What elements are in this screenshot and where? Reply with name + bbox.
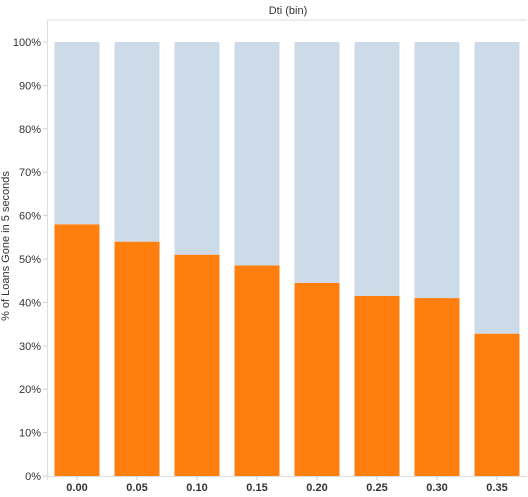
y-tick-label: 20% xyxy=(19,384,41,396)
x-tick-label: 0.30 xyxy=(426,482,447,494)
bar-segment-primary xyxy=(414,298,460,476)
y-tick-label: 100% xyxy=(13,37,41,49)
bar-segment-primary xyxy=(294,282,340,476)
x-tick-label: 0.00 xyxy=(66,482,87,494)
bar-segment-remainder xyxy=(354,42,400,296)
bar-segment-primary xyxy=(174,254,220,476)
bar-segment-remainder xyxy=(114,42,160,242)
x-tick-label: 0.35 xyxy=(486,482,507,494)
y-tick-label: 90% xyxy=(19,80,41,92)
x-axis-ticks: 0.00 0.05 0.10 0.15 0.20 0.25 0.30 0.35 xyxy=(66,476,508,494)
y-tick-label: 30% xyxy=(19,341,41,353)
y-tick-label: 10% xyxy=(19,428,41,440)
bar-segment-primary xyxy=(474,333,520,476)
y-tick-label: 0% xyxy=(25,471,41,483)
x-tick-label: 0.05 xyxy=(126,482,147,494)
x-tick-label: 0.15 xyxy=(246,482,267,494)
bar-segment-primary xyxy=(114,241,160,476)
bar-segment-primary xyxy=(54,224,100,476)
bar-segment-remainder xyxy=(54,42,100,225)
bar-segment-primary xyxy=(234,265,280,476)
bar-segment-remainder xyxy=(474,42,520,334)
bar-segment-remainder xyxy=(414,42,460,299)
bar-segment-primary xyxy=(354,295,400,476)
bar-segment-remainder xyxy=(174,42,220,255)
y-axis-ticks: 0% 10% 20% 30% 40% 50% 60% 70% 80% 90% 100% xyxy=(13,37,47,483)
y-tick-label: 80% xyxy=(19,124,41,136)
y-tick-label: 70% xyxy=(19,167,41,179)
x-tick-label: 0.25 xyxy=(366,482,387,494)
y-tick-label: 40% xyxy=(19,297,41,309)
chart-frame xyxy=(47,19,527,480)
y-tick-label: 50% xyxy=(19,254,41,266)
x-tick-label: 0.20 xyxy=(306,482,327,494)
y-axis-label: % of Loans Gone in 5 seconds xyxy=(0,171,12,321)
y-tick-label: 60% xyxy=(19,211,41,223)
bars xyxy=(54,42,520,476)
bar-segment-remainder xyxy=(294,42,340,283)
bar-segment-remainder xyxy=(234,42,280,266)
x-tick-label: 0.10 xyxy=(186,482,207,494)
chart-title: Dti (bin) xyxy=(269,5,308,17)
